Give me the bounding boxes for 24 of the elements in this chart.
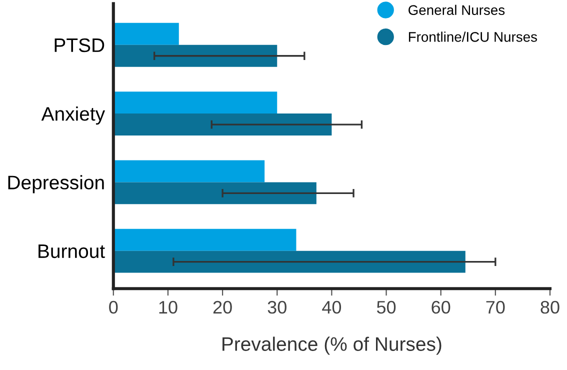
legend-label: Frontline/ICU Nurses (408, 32, 537, 42)
x-tick-label: 10 (159, 300, 178, 314)
bar (113, 182, 316, 204)
x-tick-label: 0 (109, 300, 118, 314)
y-tick-label: Burnout (38, 244, 105, 258)
x-tick-label: 50 (376, 300, 396, 314)
bar (113, 22, 179, 45)
bar (113, 228, 296, 251)
bar (113, 92, 278, 114)
x-tick-label: 60 (432, 300, 450, 314)
y-tick-label: PTSD (54, 38, 104, 52)
x-tick-label: 70 (486, 300, 505, 314)
legend-label: General Nurses (408, 4, 505, 16)
x-tick-label: 30 (268, 300, 286, 314)
y-tick-label: Anxiety (41, 106, 106, 125)
bar (113, 250, 466, 273)
x-axis-title: Prevalence (% of Nurses) (222, 336, 442, 355)
bar (113, 114, 332, 136)
x-tick-label: 40 (322, 300, 342, 314)
x-tick-label: 20 (213, 300, 232, 314)
y-tick-label: Depression (8, 175, 104, 194)
bar (113, 160, 265, 182)
x-tick-label: 80 (540, 300, 560, 314)
bar (113, 44, 278, 67)
